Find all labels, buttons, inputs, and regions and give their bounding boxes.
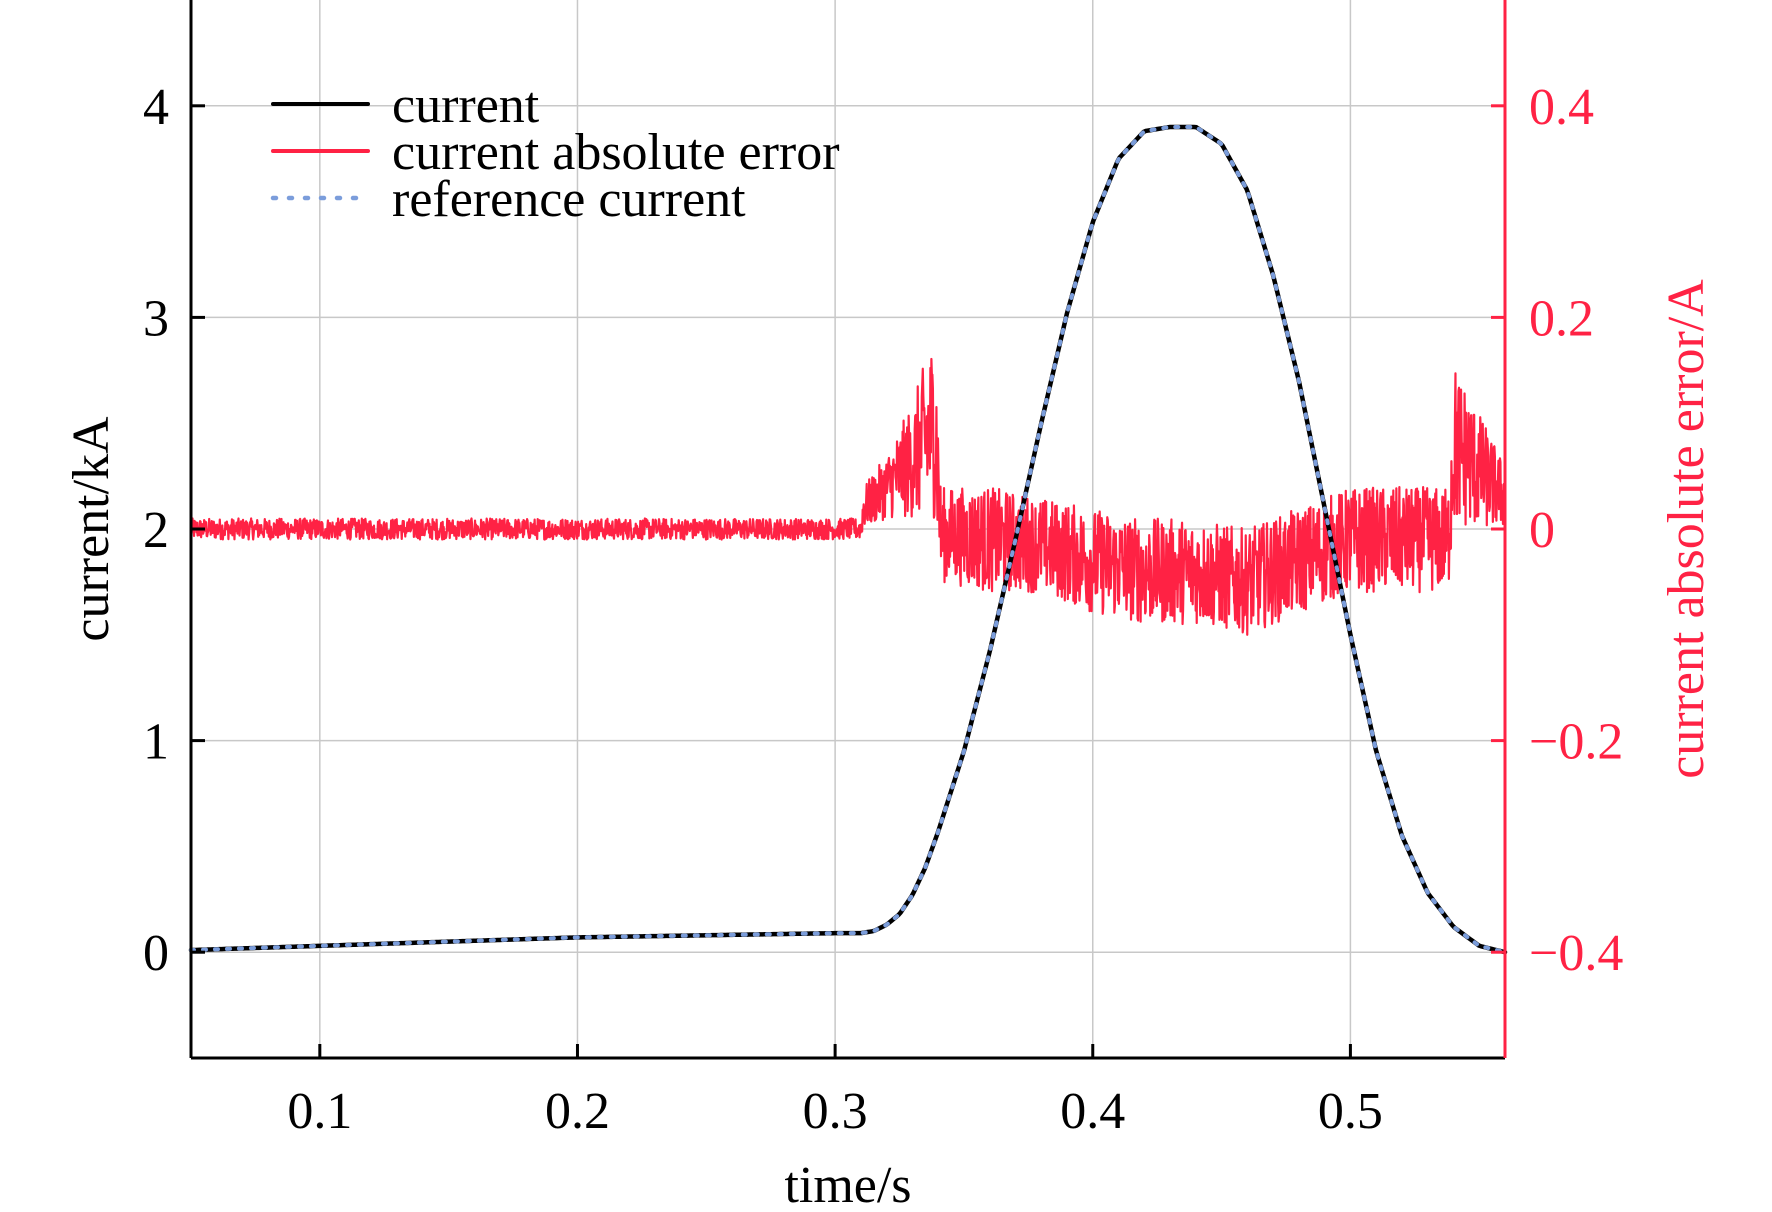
- series-reference-line: [189, 124, 1507, 955]
- right-y-tick-label: 0.2: [1529, 290, 1594, 347]
- x-tick-label: 0.3: [803, 1083, 868, 1140]
- legend-label-current: current: [392, 77, 540, 134]
- right-y-tick-label: 0: [1529, 502, 1555, 559]
- legend: current current absolute error reference…: [270, 77, 840, 228]
- legend-label-reference: reference current: [392, 171, 746, 228]
- series-error-line: [189, 357, 1507, 636]
- right-y-tick-label: −0.4: [1529, 925, 1623, 982]
- x-axis-ticks: 0.1 0.2 0.3 0.4 0.5: [287, 1044, 1383, 1140]
- right-y-tick-label: 0.4: [1529, 79, 1594, 136]
- right-y-tick-label: −0.2: [1529, 714, 1623, 771]
- right-y-axis-ticks: −0.4 −0.2 0 0.2 0.4: [1491, 79, 1623, 982]
- x-tick-label: 0.1: [287, 1083, 352, 1140]
- left-y-tick-label: 2: [143, 502, 169, 559]
- left-y-axis-title: current/kA: [63, 416, 120, 642]
- x-tick-label: 0.4: [1060, 1083, 1125, 1140]
- legend-label-error: current absolute error: [392, 124, 840, 181]
- current-series-layer: [188, 124, 1508, 955]
- left-y-tick-label: 1: [143, 714, 169, 771]
- x-tick-label: 0.2: [545, 1083, 610, 1140]
- right-y-axis-title: current absolute error/A: [1658, 279, 1715, 779]
- left-y-tick-label: 4: [143, 79, 169, 136]
- x-axis-title: time/s: [784, 1157, 911, 1212]
- left-y-tick-label: 3: [143, 290, 169, 347]
- left-y-tick-label: 0: [143, 925, 169, 982]
- left-y-axis-ticks: 0 1 2 3 4: [143, 79, 205, 982]
- error-series-layer: [189, 357, 1507, 636]
- x-tick-label: 0.5: [1318, 1083, 1383, 1140]
